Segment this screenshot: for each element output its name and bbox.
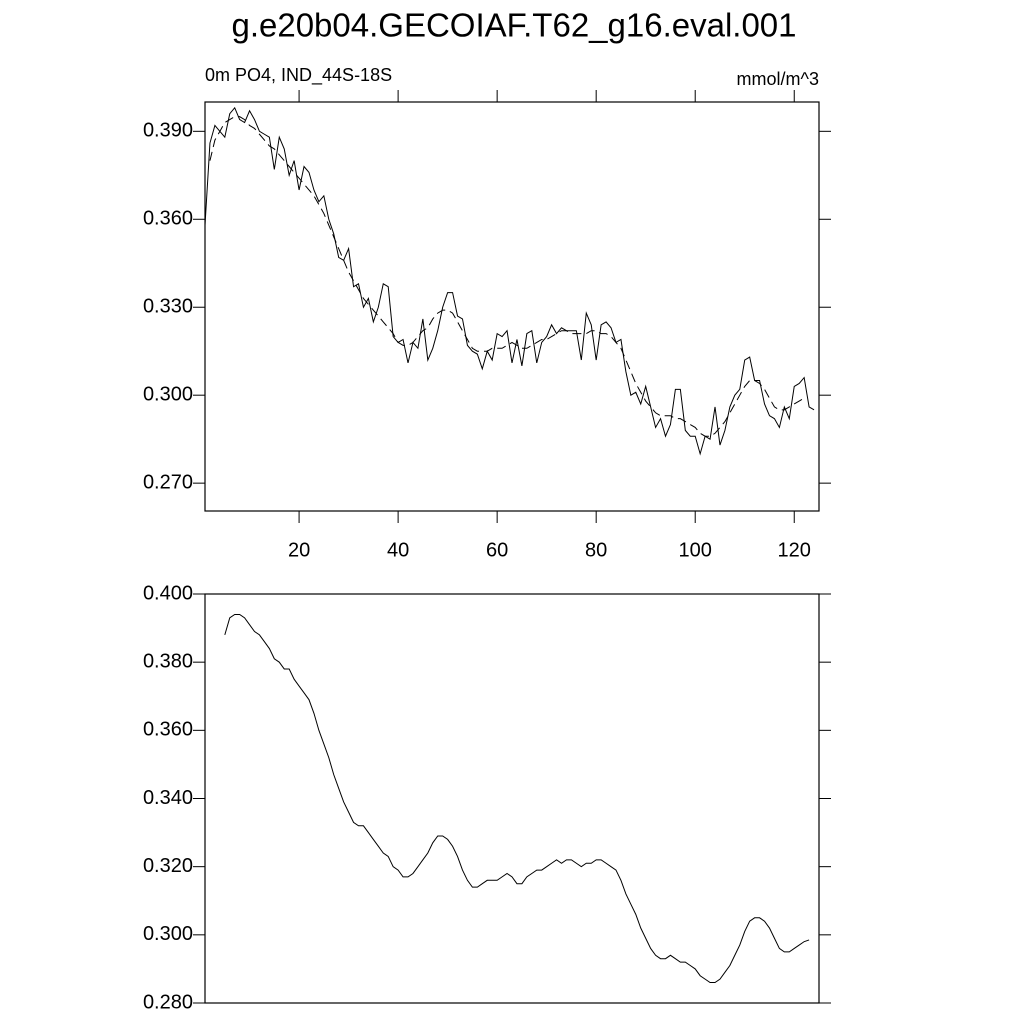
chart-title: g.e20b04.GECOIAF.T62_g16.eval.001 [231,7,796,44]
y-tick-label: 0.300 [143,383,193,405]
y-tick-label: 0.340 [143,787,193,809]
y-tick-label: 0.330 [143,296,193,318]
y-tick-label: 0.400 [143,582,193,604]
x-tick-label: 20 [288,539,310,561]
y-tick-label: 0.390 [143,120,193,142]
units-label: mmol/m^3 [737,69,819,89]
subtitle: 0m PO4, IND_44S-18S [205,65,392,86]
y-tick-label: 0.360 [143,208,193,230]
x-tick-label: 80 [585,539,607,561]
plot-frame [204,101,820,512]
x-tick-label: 40 [387,539,409,561]
y-tick-label: 0.380 [143,650,193,672]
x-tick-label: 120 [778,539,811,561]
y-tick-label: 0.360 [143,719,193,741]
y-tick-label: 0.320 [143,855,193,877]
x-tick-label: 60 [486,539,508,561]
data-line [209,116,805,437]
y-tick-label: 0.280 [143,991,193,1013]
y-tick-label: 0.270 [143,471,193,493]
data-line [204,106,815,456]
y-tick-label: 0.300 [143,923,193,945]
data-line [224,613,810,984]
x-tick-label: 100 [679,539,712,561]
plot-frame [204,593,820,1004]
